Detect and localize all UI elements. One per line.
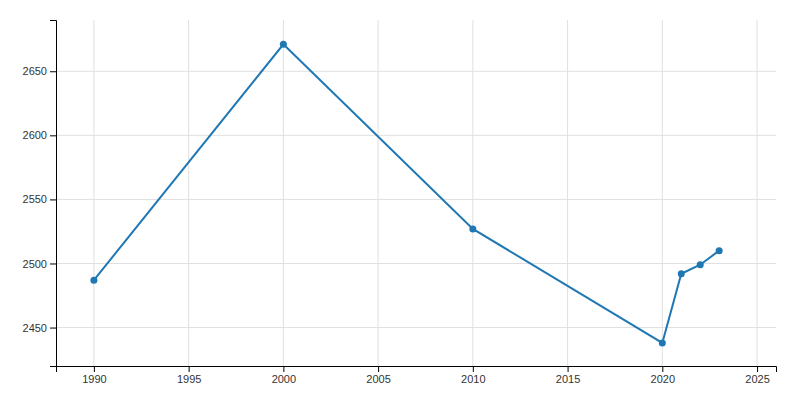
- grid-line-x: [188, 20, 189, 366]
- x-tick-label: 2025: [745, 373, 769, 385]
- y-tick: 2650: [23, 65, 56, 77]
- y-tick-label: 2550: [23, 193, 47, 205]
- x-tick: 2010: [461, 366, 485, 385]
- point: [280, 41, 287, 48]
- x-tick-label: 1995: [177, 373, 201, 385]
- y-tick-label: 2600: [23, 129, 47, 141]
- y-tick-mark: [50, 263, 56, 264]
- plot-area: 1990 1995 2000 2005 2010 2015 2020 2025 2450 2500…: [23, 20, 777, 385]
- x-tick: 2025: [745, 366, 769, 385]
- grid-line-y: [56, 263, 776, 264]
- x-axis: 1990 1995 2000 2005 2010 2015 2020 2025: [57, 366, 777, 385]
- point: [678, 270, 685, 277]
- x-tick: 2005: [366, 366, 390, 385]
- y-axis: 2450 2500 2550 2600 2650: [23, 21, 57, 367]
- grid-line-x: [662, 20, 663, 366]
- y-axis-line: [50, 21, 57, 367]
- x-tick-mark: [189, 366, 190, 372]
- grid-line-x: [567, 20, 568, 366]
- y-tick-mark: [50, 199, 56, 200]
- y-tick: 2550: [23, 193, 56, 205]
- y-tick-label: 2500: [23, 258, 47, 270]
- grid-line-x: [93, 20, 94, 366]
- point: [697, 261, 704, 268]
- x-tick-label: 2010: [461, 373, 485, 385]
- point: [716, 247, 723, 254]
- y-tick-mark: [50, 328, 56, 329]
- x-tick-mark: [283, 366, 284, 372]
- x-tick-mark: [568, 366, 569, 372]
- grid-line-y: [56, 327, 776, 328]
- grid-line-x: [757, 20, 758, 366]
- grid-line-y: [56, 71, 776, 72]
- y-tick-label: 2650: [23, 65, 47, 77]
- chart-svg: 1990 1995 2000 2005 2010 2015 2020 2025 2450 2500…: [0, 0, 800, 400]
- chart-container: 1990 1995 2000 2005 2010 2015 2020 2025 2450 2500…: [0, 0, 800, 400]
- x-tick: 1995: [177, 366, 201, 385]
- x-tick-mark: [662, 366, 663, 372]
- grid-line-x: [472, 20, 473, 366]
- x-tick: 2000: [272, 366, 296, 385]
- y-tick: 2500: [23, 258, 56, 270]
- x-tick-mark: [757, 366, 758, 372]
- grid-line-x: [378, 20, 379, 366]
- grid-line-y: [56, 199, 776, 200]
- x-tick: 2020: [651, 366, 675, 385]
- point: [659, 339, 666, 346]
- line: [94, 44, 719, 343]
- y-tick: 2450: [23, 322, 56, 334]
- x-tick-label: 2000: [272, 373, 296, 385]
- marks: [90, 41, 722, 347]
- x-tick: 2015: [556, 366, 580, 385]
- grid: [56, 20, 776, 366]
- y-tick-mark: [50, 135, 56, 136]
- x-tick-label: 2015: [556, 373, 580, 385]
- y-tick: 2600: [23, 129, 56, 141]
- y-tick-mark: [50, 71, 56, 72]
- y-tick-label: 2450: [23, 322, 47, 334]
- x-tick-mark: [378, 366, 379, 372]
- point: [469, 225, 476, 232]
- grid-line-y: [56, 135, 776, 136]
- x-tick-label: 2005: [366, 373, 390, 385]
- x-tick-mark: [473, 366, 474, 372]
- x-tick-label: 2020: [651, 373, 675, 385]
- grid-line-x: [283, 20, 284, 366]
- x-axis-line: [57, 367, 777, 373]
- point: [90, 277, 97, 284]
- x-tick-label: 1990: [82, 373, 106, 385]
- x-tick: 1990: [82, 366, 106, 385]
- x-tick-mark: [94, 366, 95, 372]
